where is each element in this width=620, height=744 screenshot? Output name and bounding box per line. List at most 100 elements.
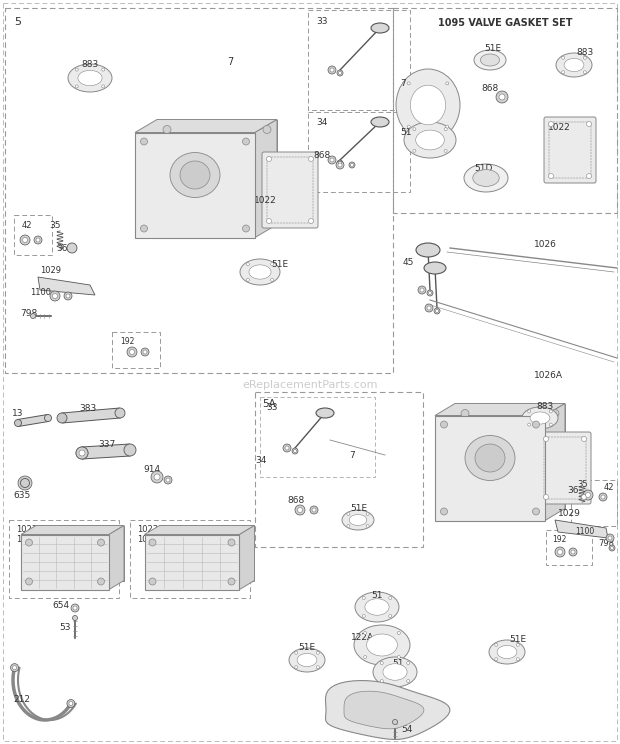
Ellipse shape <box>349 515 367 525</box>
Ellipse shape <box>310 506 318 514</box>
Ellipse shape <box>127 347 137 357</box>
Ellipse shape <box>564 58 584 71</box>
Ellipse shape <box>294 651 298 654</box>
Text: 33: 33 <box>316 17 327 26</box>
Text: 914: 914 <box>143 464 161 473</box>
Ellipse shape <box>549 423 552 426</box>
Ellipse shape <box>270 278 273 281</box>
FancyBboxPatch shape <box>539 432 591 504</box>
Ellipse shape <box>397 655 401 658</box>
Text: 42: 42 <box>22 221 32 230</box>
Text: 1023A: 1023A <box>137 525 164 534</box>
Text: 51: 51 <box>401 127 412 136</box>
Ellipse shape <box>608 536 612 540</box>
Text: 798: 798 <box>598 539 614 548</box>
Ellipse shape <box>78 70 102 86</box>
Polygon shape <box>545 403 565 521</box>
Text: 1029: 1029 <box>40 266 61 275</box>
Ellipse shape <box>495 644 498 647</box>
Text: 1100: 1100 <box>30 287 51 297</box>
Ellipse shape <box>349 162 355 168</box>
Ellipse shape <box>53 293 58 298</box>
Ellipse shape <box>407 82 410 85</box>
Text: 34: 34 <box>255 455 267 464</box>
Ellipse shape <box>497 645 517 658</box>
Ellipse shape <box>425 304 433 312</box>
Ellipse shape <box>495 658 498 661</box>
Ellipse shape <box>242 138 249 145</box>
Ellipse shape <box>366 513 369 516</box>
Ellipse shape <box>427 290 433 296</box>
Polygon shape <box>144 534 239 589</box>
Ellipse shape <box>544 495 549 499</box>
Ellipse shape <box>474 50 506 70</box>
Ellipse shape <box>609 545 615 551</box>
Ellipse shape <box>316 408 334 418</box>
Text: 1095 VALVE GASKET SET: 1095 VALVE GASKET SET <box>438 18 572 28</box>
Ellipse shape <box>180 161 210 189</box>
Ellipse shape <box>283 444 291 452</box>
Ellipse shape <box>68 64 112 92</box>
Ellipse shape <box>289 648 325 672</box>
Ellipse shape <box>336 161 344 169</box>
Ellipse shape <box>154 474 160 480</box>
Ellipse shape <box>163 126 171 133</box>
Polygon shape <box>435 403 565 415</box>
Ellipse shape <box>312 508 316 512</box>
Ellipse shape <box>407 661 410 664</box>
Polygon shape <box>21 525 124 534</box>
Text: 50: 50 <box>374 701 386 710</box>
Ellipse shape <box>528 410 531 413</box>
Ellipse shape <box>611 547 614 550</box>
Text: 51E: 51E <box>484 43 502 53</box>
Ellipse shape <box>420 288 424 292</box>
Ellipse shape <box>496 91 508 103</box>
Text: 34: 34 <box>316 118 327 127</box>
Text: 51E: 51E <box>298 643 316 652</box>
Ellipse shape <box>465 435 515 481</box>
Ellipse shape <box>338 163 342 167</box>
Ellipse shape <box>522 407 558 429</box>
Ellipse shape <box>389 615 392 618</box>
Ellipse shape <box>330 68 334 72</box>
Text: 1022: 1022 <box>254 196 277 205</box>
Ellipse shape <box>427 306 431 310</box>
Ellipse shape <box>446 82 449 85</box>
Ellipse shape <box>67 243 77 253</box>
Ellipse shape <box>383 664 407 680</box>
Text: 5: 5 <box>14 17 21 27</box>
Ellipse shape <box>115 408 125 418</box>
Ellipse shape <box>583 57 587 60</box>
Ellipse shape <box>355 592 399 622</box>
Text: 1026: 1026 <box>534 240 556 248</box>
Ellipse shape <box>585 493 590 498</box>
Ellipse shape <box>263 126 271 133</box>
Text: 883: 883 <box>81 60 99 68</box>
Ellipse shape <box>14 420 22 426</box>
Polygon shape <box>82 444 130 459</box>
Text: 45: 45 <box>402 257 414 266</box>
Ellipse shape <box>143 350 147 354</box>
Ellipse shape <box>533 421 539 428</box>
Ellipse shape <box>130 350 135 354</box>
Polygon shape <box>555 520 608 538</box>
Ellipse shape <box>240 259 280 285</box>
Polygon shape <box>17 414 48 426</box>
Ellipse shape <box>371 117 389 127</box>
Ellipse shape <box>366 634 397 656</box>
Ellipse shape <box>489 640 525 664</box>
Polygon shape <box>455 403 565 508</box>
Ellipse shape <box>366 525 369 527</box>
Ellipse shape <box>347 525 350 527</box>
Ellipse shape <box>141 348 149 356</box>
Ellipse shape <box>309 156 314 161</box>
Ellipse shape <box>389 597 392 600</box>
Text: 53: 53 <box>60 623 71 632</box>
Text: 212: 212 <box>14 696 30 705</box>
Ellipse shape <box>149 539 156 546</box>
Ellipse shape <box>601 495 605 499</box>
Ellipse shape <box>25 578 32 585</box>
Text: 7: 7 <box>400 79 406 88</box>
Ellipse shape <box>102 85 105 88</box>
Ellipse shape <box>337 70 343 76</box>
